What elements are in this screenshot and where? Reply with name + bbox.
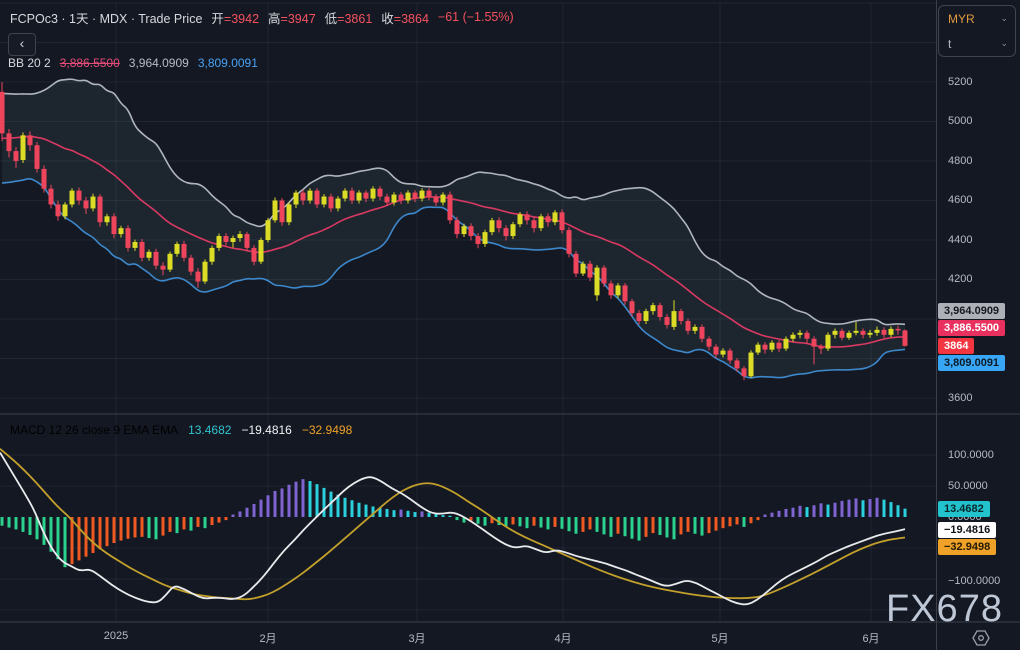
symbol-header: FCPOc3 · 1天 · MDX · Trade Price 开=3942 高… [10,9,514,26]
unit-dropdown[interactable]: t ⌄ [939,31,1015,56]
price-badge: 3,886.5500 [938,320,1006,336]
hexagon-settings-icon [972,630,990,646]
bb-basis-value: 3,886.5500 [59,55,120,70]
macd-signal-value: −32.9498 [301,423,353,437]
macd-title: MACD 12 26 close 9 EMA EMA [10,423,179,437]
time-axis-label: 3月 [408,633,426,645]
price-axis-label: 4200 [948,273,973,285]
price-badge: 3,964.0909 [938,303,1006,319]
ohlc-high: 高=3947 [268,11,316,26]
price-axis-label: 5000 [948,115,973,127]
bb-upper-value: 3,964.0909 [128,55,189,70]
macd-axis-label: 100.0000 [948,449,994,461]
macd-hist-value: 13.4682 [188,423,232,437]
bb-legend[interactable]: BB 20 2 3,886.5500 3,964.0909 3,809.0091 [8,55,258,70]
chevron-down-icon: ⌄ [1000,38,1008,48]
macd-legend[interactable]: MACD 12 26 close 9 EMA EMA 13.4682 −19.4… [10,423,352,437]
price-badge: 3864 [938,338,975,354]
ohlc-low: 低=3861 [324,11,373,26]
time-axis-label: 2025 [103,630,129,642]
unit-value: t [948,36,952,51]
bb-lower-value: 3,809.0091 [197,55,258,70]
change-value: −61 (−1.55%) [437,10,514,24]
ohlc-close: 收=3864 [381,11,429,26]
axis-settings-button[interactable] [971,629,991,647]
price-axis-label: 3600 [948,392,973,404]
price-axis-label: 4600 [948,194,973,206]
time-axis-label: 5月 [711,633,729,645]
bb-title: BB 20 2 [8,55,51,70]
watermark: FX678 [886,588,1003,630]
macd-line-value: −19.4816 [241,423,292,437]
ohlc-open: 开=3942 [211,11,260,26]
time-axis-label: 2月 [259,633,277,645]
currency-value: MYR [948,11,975,26]
price-axis-label: 5200 [948,76,973,88]
macd-axis-label: 50.0000 [948,480,988,492]
back-button[interactable]: ‹ [8,33,36,56]
macd-badge: 13.4682 [938,501,990,517]
price-axis-label: 4400 [948,234,973,246]
macd-axis-label: −100.0000 [948,575,1001,587]
scale-settings-panel: MYR ⌄ t ⌄ [938,5,1016,57]
macd-badge: −19.4816 [938,522,997,538]
macd-badge: −32.9498 [938,539,997,555]
time-axis-label: 6月 [862,633,880,645]
time-axis-label: 4月 [554,633,572,645]
chevron-left-icon: ‹ [19,35,25,51]
symbol-title[interactable]: FCPOc3 · 1天 · MDX · Trade Price [10,11,203,26]
price-badge: 3,809.0091 [938,355,1006,371]
chevron-down-icon: ⌄ [1000,13,1008,23]
currency-dropdown[interactable]: MYR ⌄ [939,6,1015,31]
price-axis-label: 4800 [948,155,973,167]
